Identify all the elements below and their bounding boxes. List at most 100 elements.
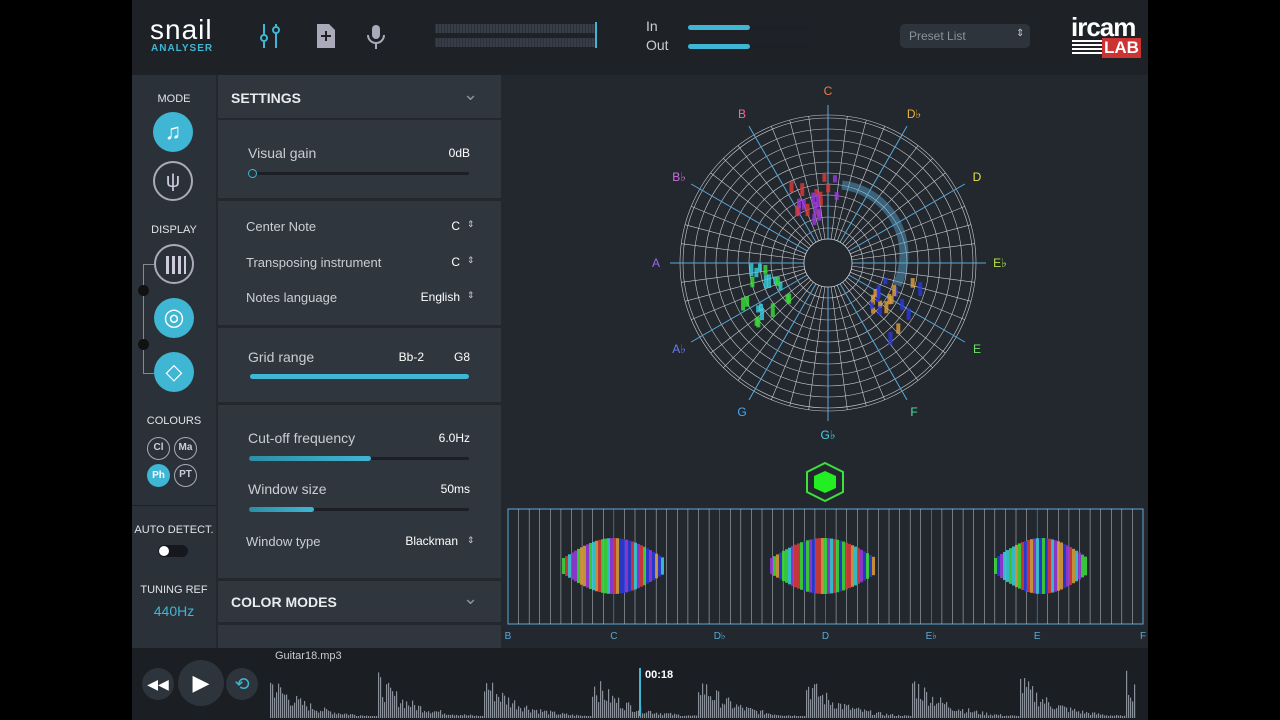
wave-bar bbox=[496, 694, 498, 718]
wave-bar bbox=[1050, 706, 1052, 718]
spectral-blob bbox=[763, 265, 768, 275]
wave-bar bbox=[476, 715, 478, 718]
rewind-button[interactable]: ◀◀ bbox=[142, 668, 174, 700]
wave-bar bbox=[772, 715, 774, 718]
spectral-blob bbox=[770, 303, 775, 317]
slider-fill[interactable] bbox=[249, 456, 371, 461]
wave-bar bbox=[584, 715, 586, 718]
in-level[interactable] bbox=[688, 25, 750, 30]
grid-spoke bbox=[836, 126, 885, 241]
display-link bbox=[143, 264, 154, 374]
wave-bar bbox=[1042, 699, 1044, 718]
wave-bar bbox=[598, 702, 600, 718]
wave-bar bbox=[926, 692, 928, 718]
display-strip[interactable]: ◇ bbox=[154, 352, 194, 392]
wave-bar bbox=[960, 710, 962, 718]
wave-bar bbox=[680, 716, 682, 718]
settings-title[interactable]: SETTINGS bbox=[231, 90, 302, 106]
color-modes-title[interactable]: COLOR MODES bbox=[231, 594, 337, 610]
strip-blob bbox=[589, 542, 592, 590]
wave-bar bbox=[888, 715, 890, 718]
wave-bar bbox=[568, 715, 570, 718]
wave-bar bbox=[954, 711, 956, 718]
wave-bar bbox=[574, 716, 576, 718]
mode-tuner[interactable]: ψ bbox=[153, 161, 193, 201]
strip-blob bbox=[1066, 545, 1069, 587]
spectral-blob bbox=[773, 276, 778, 285]
wave-bar bbox=[282, 693, 284, 718]
spectral-blob bbox=[869, 302, 874, 309]
out-level[interactable] bbox=[688, 44, 750, 49]
strip-blob bbox=[788, 547, 791, 585]
spectral-blob bbox=[887, 294, 892, 305]
spectral-blob bbox=[778, 281, 783, 291]
strip-blob bbox=[634, 542, 637, 590]
wave-bar bbox=[784, 715, 786, 718]
colour-pt[interactable]: PT bbox=[174, 464, 197, 487]
wave-bar bbox=[748, 707, 750, 718]
collapse-chevron[interactable]: ⌄ bbox=[463, 588, 479, 608]
setting-value[interactable]: English bbox=[420, 290, 460, 304]
wave-bar bbox=[418, 705, 420, 718]
grid-spoke bbox=[723, 158, 812, 247]
strip-blob bbox=[1000, 553, 1003, 579]
setting-value[interactable]: Blackman bbox=[405, 534, 458, 548]
wave-bar bbox=[912, 683, 914, 718]
wave-bar bbox=[1024, 678, 1026, 718]
wave-bar bbox=[388, 682, 390, 718]
setting-value[interactable]: C bbox=[451, 219, 460, 233]
colour-ma[interactable]: Ma bbox=[174, 437, 197, 460]
slider-knob[interactable] bbox=[248, 169, 257, 178]
tuning-ref-value[interactable]: 440Hz bbox=[153, 603, 195, 619]
wave-bar bbox=[770, 714, 772, 718]
setting-value: Bb-2 bbox=[398, 350, 424, 364]
wave-bar bbox=[994, 714, 996, 718]
range-fill[interactable] bbox=[250, 374, 469, 379]
colour-cl[interactable]: Cl bbox=[147, 437, 170, 460]
spectral-blob bbox=[871, 307, 876, 314]
wave-bar bbox=[816, 683, 818, 718]
wave-bar bbox=[472, 715, 474, 718]
toolbar-icons[interactable] bbox=[255, 20, 395, 54]
strip-blob bbox=[619, 538, 622, 594]
wave-bar bbox=[542, 711, 544, 718]
wave-bar bbox=[834, 708, 836, 718]
setting-value[interactable]: C bbox=[451, 255, 460, 269]
colour-ph[interactable]: Ph bbox=[147, 464, 170, 487]
wave-bar bbox=[734, 707, 736, 718]
wave-bar bbox=[412, 700, 414, 718]
wave-bar bbox=[396, 691, 398, 718]
wave-bar bbox=[378, 672, 380, 718]
preset-dropdown[interactable] bbox=[900, 24, 1030, 48]
wave-bar bbox=[712, 700, 714, 718]
play-button[interactable]: ▶ bbox=[178, 660, 224, 706]
wave-bar bbox=[318, 712, 320, 718]
wave-bar bbox=[750, 707, 752, 718]
strip-blob bbox=[845, 542, 848, 590]
display-snail[interactable]: ◎ bbox=[154, 298, 194, 338]
wave-bar bbox=[590, 716, 592, 718]
loop-button[interactable]: ⟲ bbox=[226, 668, 258, 700]
wave-bar bbox=[758, 714, 760, 718]
waveform[interactable] bbox=[270, 660, 1140, 720]
spectral-blob bbox=[785, 294, 790, 303]
strip-blob bbox=[637, 543, 640, 589]
strip-blob bbox=[818, 538, 821, 594]
mode-notes[interactable]: ♫ bbox=[153, 112, 193, 152]
grid-spoke bbox=[850, 206, 965, 255]
wave-bar bbox=[620, 708, 622, 718]
wave-bar bbox=[462, 715, 464, 718]
setting-label: Grid range bbox=[248, 349, 315, 365]
wave-bar bbox=[786, 715, 788, 718]
wave-bar bbox=[1016, 715, 1018, 718]
wave-bar bbox=[588, 716, 590, 718]
wave-bar bbox=[468, 715, 470, 718]
collapse-chevron[interactable]: ⌄ bbox=[463, 84, 479, 104]
slider-fill[interactable] bbox=[249, 507, 314, 512]
wave-bar bbox=[630, 705, 632, 718]
strip-blob bbox=[604, 538, 607, 594]
auto-detect-toggle[interactable] bbox=[158, 545, 188, 557]
display-piano[interactable] bbox=[154, 244, 194, 284]
playhead[interactable] bbox=[639, 668, 641, 716]
strip-blob bbox=[658, 555, 661, 577]
